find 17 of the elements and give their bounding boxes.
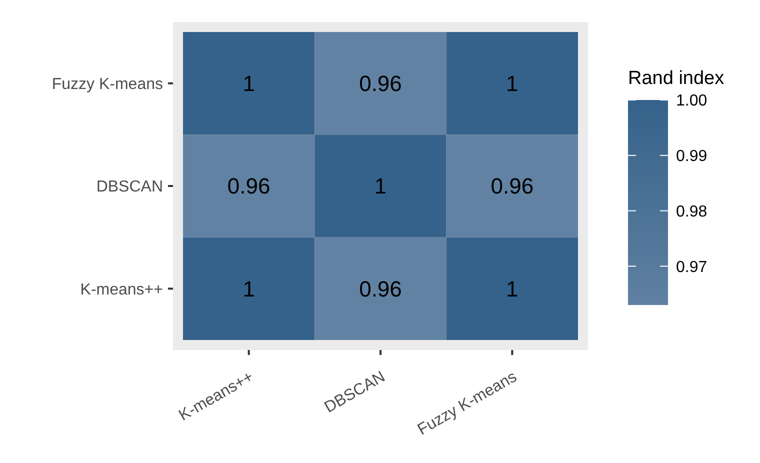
y-tick-label: K-means++ [80,281,163,298]
color-bar-label: 0.97 [676,258,708,276]
color-bar-label: 0.98 [676,203,708,220]
data-label: 0.96 [359,276,402,302]
data-label: 1 [242,276,255,302]
data-label: 1 [242,71,255,96]
data-label: 1 [506,276,518,302]
y-tick-label: Fuzzy K-means [52,76,163,93]
color-bar-label: 0.99 [676,148,708,166]
data-label: 0.96 [490,174,534,199]
data-label: 0.96 [227,174,270,199]
color-bar-label: 1.00 [676,92,708,110]
data-label: 0.96 [359,71,402,96]
data-label: 1 [506,71,518,96]
color-bar-title: Rand index [628,68,725,89]
data-label: 1 [374,174,387,199]
y-tick-label: DBSCAN [96,178,163,196]
